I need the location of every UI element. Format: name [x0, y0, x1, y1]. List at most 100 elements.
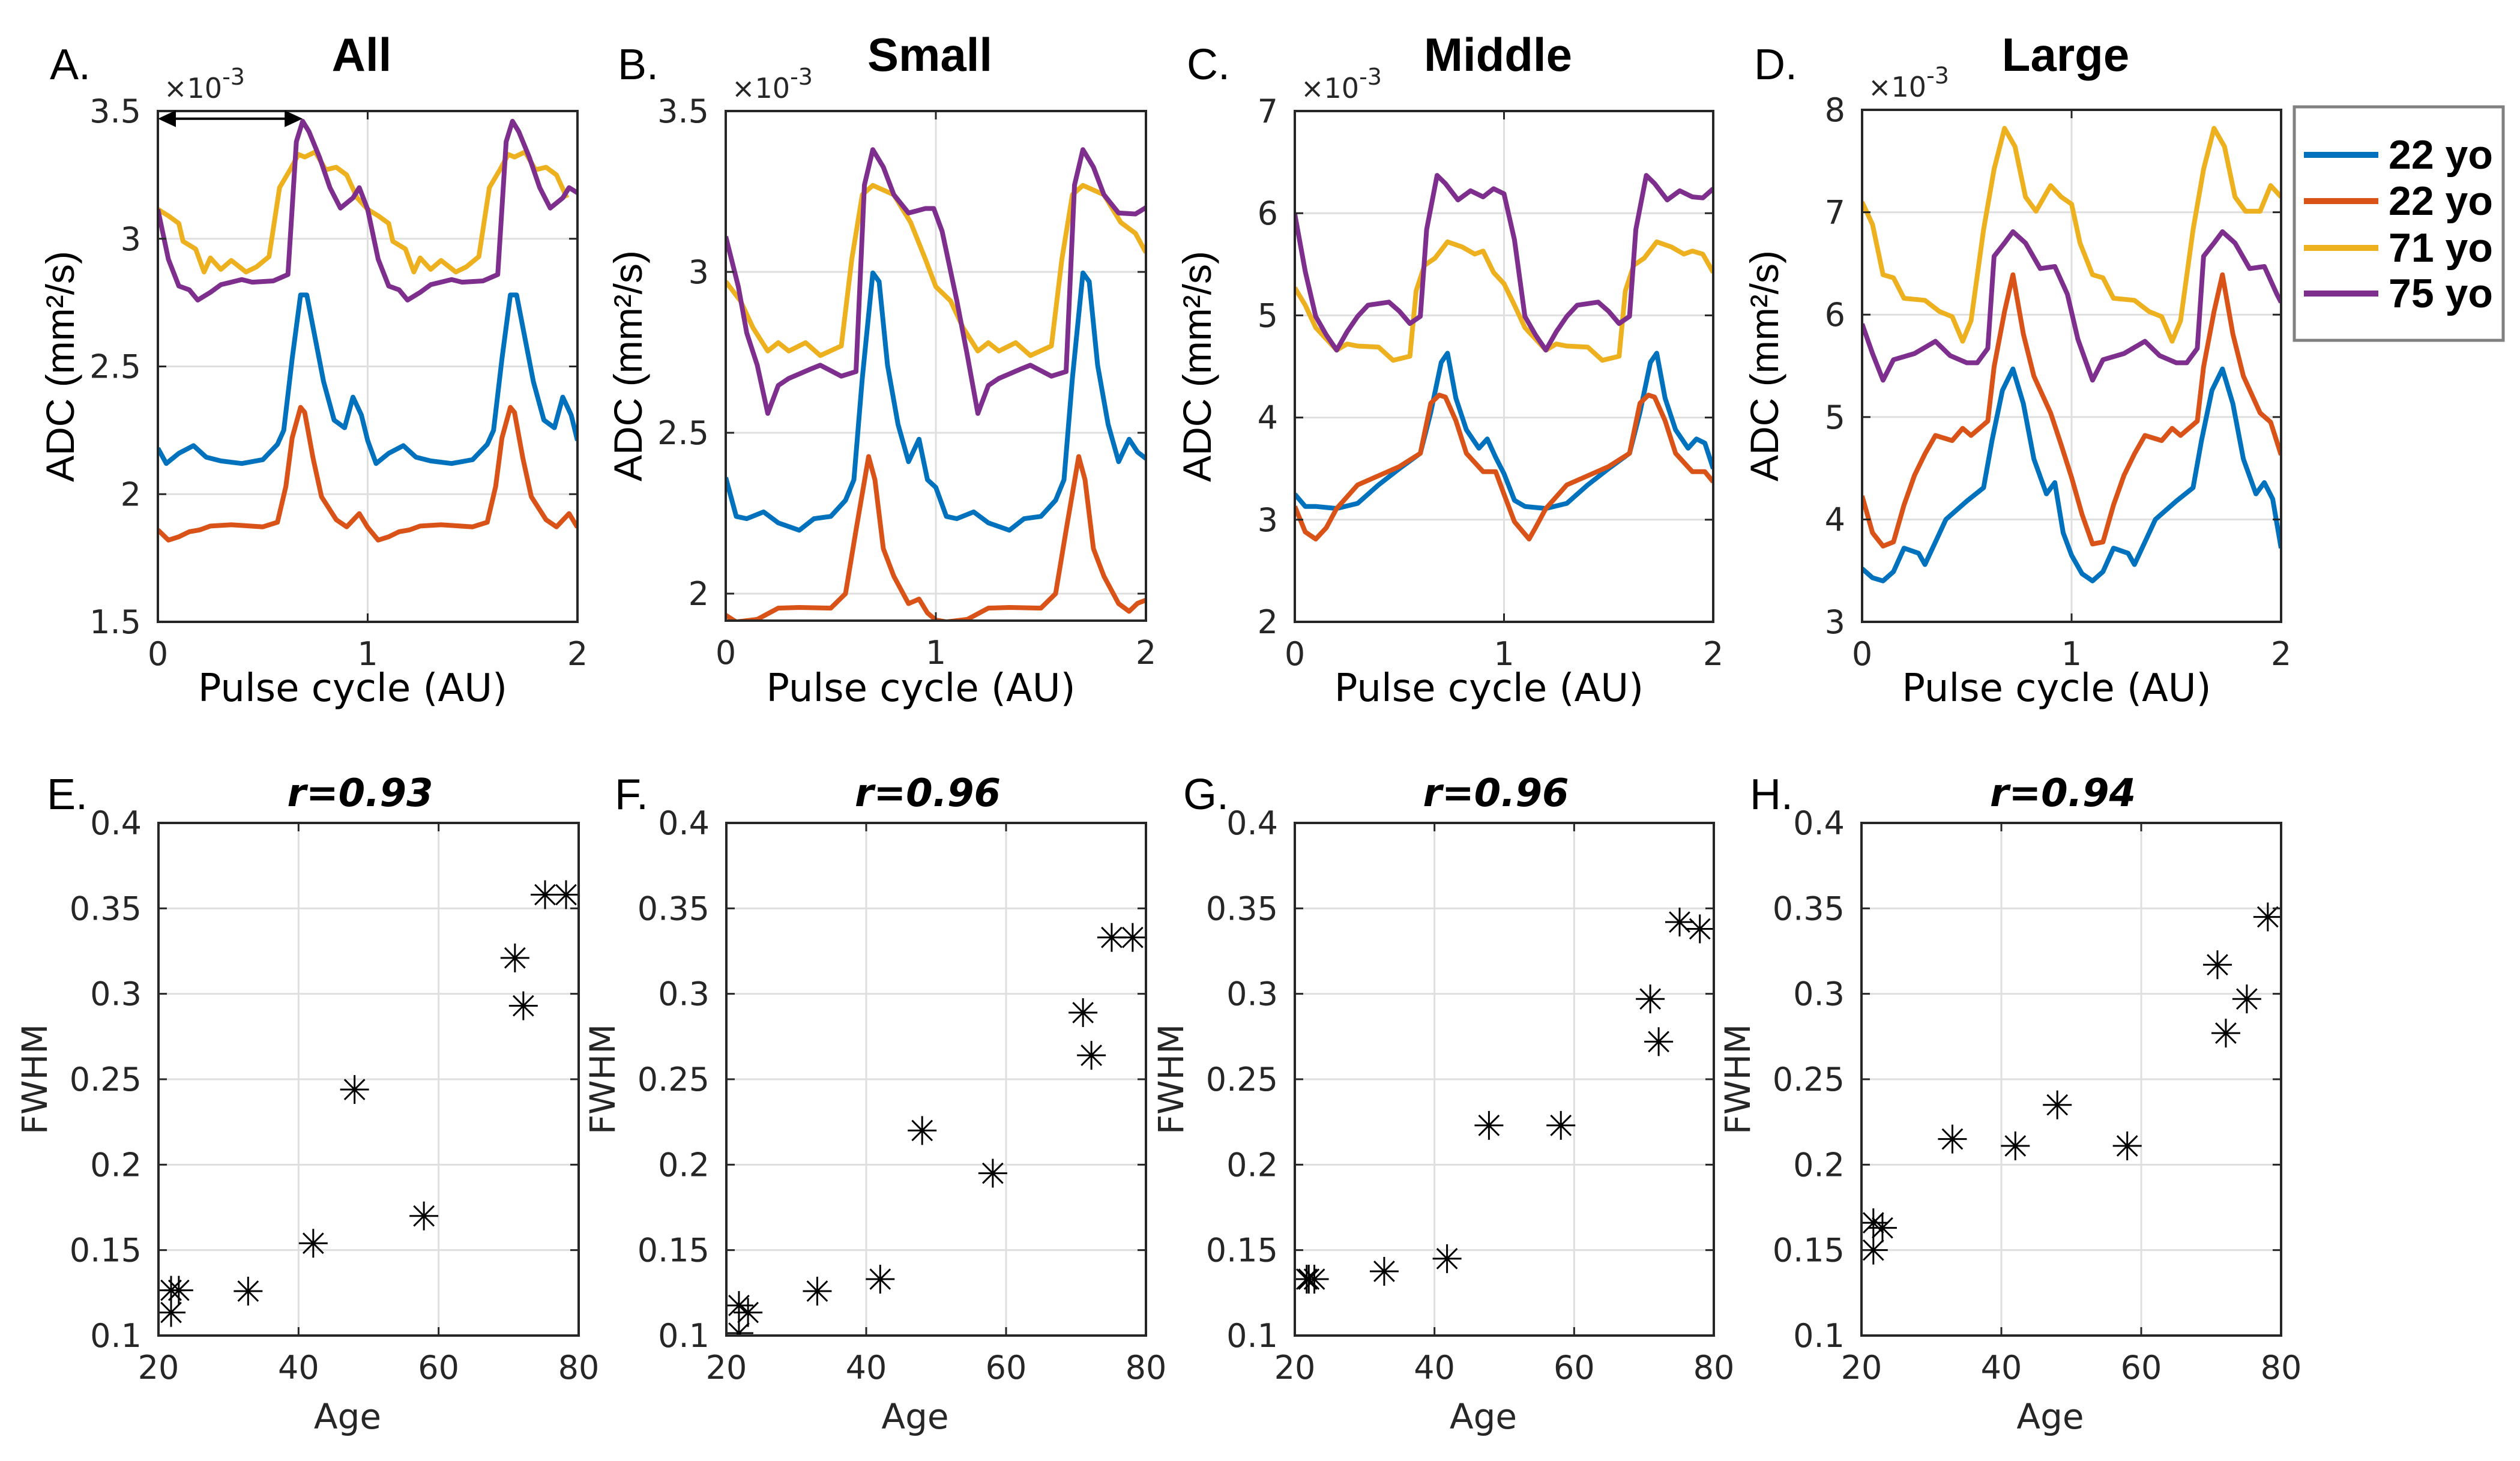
legend-label-75yo-purple: 75 yo	[2389, 271, 2493, 316]
panel-title: r=0.96	[1423, 771, 1569, 816]
x-tick-label: 0	[1285, 635, 1305, 673]
y-tick-label: 7	[1258, 92, 1278, 130]
x-tick-label: 60	[2121, 1349, 2162, 1387]
marker-stroke	[2257, 906, 2279, 928]
marker-stroke	[534, 884, 556, 906]
marker-stroke	[737, 1301, 759, 1324]
legend-label-22yo-blue: 22 yo	[2389, 132, 2493, 178]
panel-title: Middle	[1424, 28, 1572, 81]
y-tick-label: 0.4	[658, 804, 710, 842]
series-line-22yo-1	[1295, 393, 1713, 542]
x-tick-label: 60	[1554, 1349, 1595, 1387]
marker-stroke	[302, 1232, 324, 1255]
scatter-point	[866, 1265, 895, 1294]
series-line-22yo-1	[158, 405, 577, 543]
x-tick-label: 20	[706, 1349, 747, 1387]
data-layer	[1861, 902, 2281, 1265]
scatter-point	[1867, 1213, 1897, 1243]
x-axis-label: Age	[314, 1396, 381, 1437]
y-tick-label: 0.4	[1793, 804, 1845, 842]
scatter-point	[164, 1276, 193, 1305]
y-tick-label: 0.3	[1793, 975, 1845, 1013]
marker-stroke	[2215, 1022, 2237, 1044]
y-axis-label: ADC (mm²/s)	[606, 250, 650, 481]
scatter-point	[1685, 914, 1714, 944]
y-axis-label: ADC (mm²/s)	[38, 251, 82, 482]
y-tick-label: 3	[1825, 603, 1845, 641]
scatter-point	[978, 1158, 1007, 1188]
marker-stroke	[1122, 926, 1144, 948]
x-tick-label: 0	[1852, 635, 1872, 673]
marker-stroke	[1862, 1239, 1884, 1261]
x-tick-label: 2	[567, 635, 588, 673]
x-tick-label: 1	[1494, 635, 1514, 673]
y-tick-label: 1.5	[89, 603, 141, 641]
marker-stroke	[413, 1205, 435, 1227]
y-tick-label: 0.4	[90, 804, 142, 842]
y-tick-label: 4	[1258, 399, 1278, 437]
panel-title: r=0.93	[287, 771, 433, 816]
y-tick-label: 3.5	[657, 92, 709, 130]
panel-letter: G.	[1183, 771, 1229, 819]
marker-stroke	[555, 884, 577, 906]
series-line-71yo-2	[1295, 239, 1713, 363]
marker-stroke	[1689, 918, 1711, 940]
scatter-point	[1069, 998, 1098, 1027]
marker-stroke	[1101, 926, 1123, 948]
scatter-point	[908, 1116, 937, 1145]
scatter-point	[1636, 984, 1665, 1014]
y-exponent-label: ×10-3	[164, 64, 245, 104]
marker-stroke	[1862, 1212, 1884, 1234]
y-tick-label: 3	[689, 253, 709, 291]
y-tick-label: 0.35	[1206, 890, 1278, 927]
y-tick-label: 2.5	[89, 348, 141, 386]
series-line-22yo-0	[1862, 366, 2281, 583]
x-tick-label: 60	[418, 1349, 459, 1387]
double-arrow-annotation	[158, 110, 303, 127]
marker-stroke	[2236, 988, 2258, 1010]
marker-stroke	[2116, 1135, 2138, 1157]
marker-stroke	[982, 1162, 1004, 1184]
x-axis-label: Pulse cycle (AU)	[766, 666, 1075, 711]
panel-letter: A.	[50, 41, 91, 89]
scatter-point	[500, 943, 529, 972]
y-tick-label: 8	[1825, 91, 1845, 129]
marker-stroke	[1639, 988, 1661, 1010]
x-tick-label: 0	[148, 635, 168, 673]
scatter-point	[2232, 984, 2261, 1014]
exponent-power: -3	[1926, 62, 1949, 89]
panel-d: 0 1 2 3 4 5 6 7 8 ×10-3 Large D. Pulse cycle (AU) ADC…	[1742, 28, 2291, 711]
exponent-power: -3	[1359, 64, 1382, 90]
x-tick-label: 2	[2271, 635, 2291, 673]
panel-g: 20 40 60 80 0.1 0.15 0.2 0.25 0.3 0.35 0.4 r=0.96 G.…	[1151, 771, 1734, 1437]
x-tick-label: 80	[1693, 1349, 1735, 1387]
x-tick-label: 80	[1126, 1349, 1167, 1387]
y-exponent-label: ×10-3	[1868, 62, 1949, 103]
series-line-75yo-3	[1862, 229, 2281, 383]
y-axis-label: ADC (mm²/s)	[1175, 251, 1219, 482]
y-tick-label: 0.1	[1793, 1317, 1845, 1355]
marker-stroke	[1478, 1114, 1500, 1136]
data-layer	[1862, 125, 2281, 583]
y-tick-label: 0.1	[658, 1317, 710, 1355]
y-axis-label: FWHM	[1151, 1024, 1192, 1134]
y-tick-label: 0.2	[658, 1146, 710, 1184]
series-line-22yo-1	[1862, 272, 2281, 549]
scatter-point	[2202, 950, 2232, 980]
y-tick-label: 3	[1258, 501, 1278, 539]
panel-title: Large	[2002, 28, 2129, 81]
x-tick-label: 40	[1981, 1349, 2022, 1387]
panel-c: 0 1 2 2 3 4 5 6 7 ×10-3 Middle C. Pulse cycle (AU) AD…	[1175, 28, 1723, 711]
y-axis-label: ADC (mm²/s)	[1742, 250, 1786, 481]
scatter-point	[726, 1319, 753, 1336]
marker-stroke	[343, 1079, 366, 1100]
x-tick-label: 1	[926, 634, 946, 672]
data-layer	[1295, 173, 1713, 542]
x-tick-label: 40	[278, 1349, 319, 1387]
y-tick-label: 0.2	[1793, 1146, 1845, 1184]
exponent-base: ×10	[164, 72, 222, 104]
y-tick-label: 0.2	[90, 1146, 142, 1184]
marker-stroke	[735, 1322, 750, 1336]
series-line-22yo-0	[158, 292, 577, 466]
scatter-point	[340, 1075, 369, 1104]
